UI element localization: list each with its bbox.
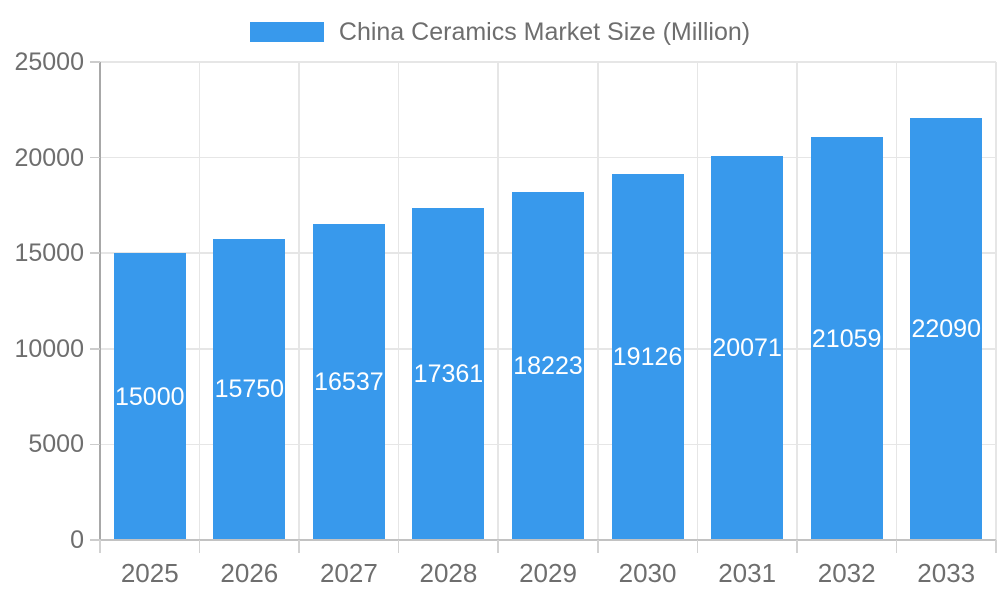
- plot-area: 15000 15750 16537 17361 18223 19126 20071 21059…: [100, 61, 997, 540]
- x-axis-tick: [198, 540, 201, 553]
- bar-2031[interactable]: [711, 156, 784, 540]
- gridline-vertical: [796, 62, 798, 540]
- x-axis-label: 2028: [419, 558, 478, 588]
- x-axis-tick: [397, 540, 400, 553]
- x-axis-tick: [895, 540, 898, 553]
- x-axis-tick: [298, 540, 300, 553]
- bar-2032[interactable]: [810, 137, 883, 540]
- x-axis-label: 2030: [618, 558, 677, 588]
- gridline-vertical: [895, 62, 898, 540]
- x-axis-tick: [995, 540, 997, 553]
- x-axis-tick: [99, 540, 101, 553]
- y-axis-tick: [90, 443, 100, 446]
- x-axis-label: 2025: [120, 558, 179, 588]
- y-axis-label: 0: [70, 526, 84, 554]
- gridline-vertical: [198, 62, 201, 540]
- y-axis-tick: [90, 252, 100, 254]
- y-axis-label: 5000: [28, 430, 84, 459]
- gridline-vertical: [298, 62, 300, 540]
- bar-2028[interactable]: [412, 208, 485, 540]
- x-axis-tick: [497, 540, 499, 553]
- gridline-vertical: [497, 62, 499, 540]
- bar-2026[interactable]: [213, 238, 286, 540]
- gridline-vertical: [597, 62, 599, 540]
- bar-2030[interactable]: [611, 174, 684, 540]
- legend-label: China Ceramics Market Size (Million): [338, 18, 751, 46]
- legend-swatch: [249, 22, 324, 42]
- gridline-vertical: [397, 62, 400, 540]
- bar-2029[interactable]: [512, 191, 584, 540]
- x-axis-label: 2029: [519, 558, 577, 588]
- y-axis-tick: [90, 348, 100, 350]
- x-axis-tick: [796, 540, 798, 553]
- gridline-horizontal: [100, 156, 996, 159]
- y-axis-line: [99, 62, 101, 553]
- x-axis-label: 2032: [817, 558, 876, 588]
- legend[interactable]: China Ceramics Market Size (Million): [0, 18, 1000, 46]
- x-axis-line: [100, 539, 996, 541]
- x-axis-tick: [597, 540, 599, 553]
- bar-2027[interactable]: [312, 223, 385, 540]
- x-axis-label: 2033: [917, 558, 976, 588]
- y-axis-label: 15000: [14, 239, 84, 268]
- gridline-vertical: [696, 62, 699, 540]
- y-axis-label: 10000: [14, 334, 84, 363]
- gridline-horizontal: [100, 61, 996, 63]
- x-axis-tick: [696, 540, 699, 553]
- bar-2025[interactable]: [113, 253, 186, 540]
- y-axis-tick: [90, 156, 100, 159]
- x-axis-label: 2027: [319, 558, 378, 588]
- gridline-vertical: [995, 62, 997, 540]
- y-axis-label: 25000: [14, 48, 84, 76]
- y-axis-tick: [90, 539, 100, 541]
- x-axis-label: 2031: [718, 558, 777, 588]
- x-axis-label: 2026: [220, 558, 279, 588]
- y-axis-label: 20000: [14, 143, 84, 172]
- bar-2033[interactable]: [910, 117, 983, 540]
- y-axis-tick: [90, 61, 100, 63]
